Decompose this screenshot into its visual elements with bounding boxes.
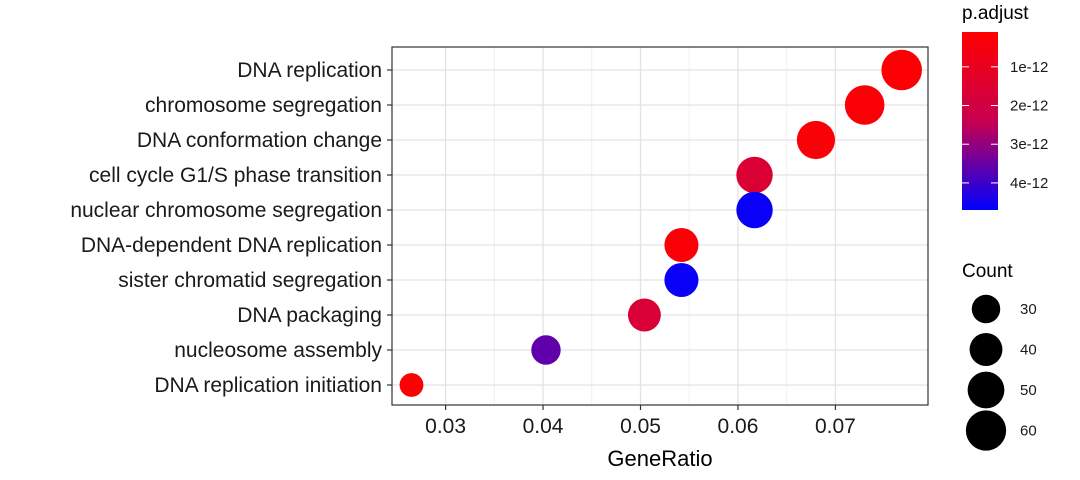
y-tick-label: DNA-dependent DNA replication (81, 234, 382, 257)
size-legend-circle (965, 410, 1007, 451)
y-tick-label: DNA replication initiation (154, 374, 382, 397)
size-legend: Count 30 40 50 60 (962, 261, 1037, 451)
data-point (844, 85, 885, 125)
data-point (664, 262, 699, 298)
y-tick-label: chromosome segregation (145, 94, 382, 117)
x-axis-title: GeneRatio (607, 446, 712, 471)
size-legend-label: 30 (1020, 301, 1037, 318)
data-point (664, 227, 699, 263)
x-tick-label: 0.04 (523, 415, 564, 438)
size-legend-title: Count (962, 261, 1013, 282)
color-legend-ticks: 1e-12 2e-12 3e-12 4e-12 (962, 59, 1048, 192)
y-tick-label: sister chromatid segregation (118, 269, 382, 292)
size-legend-label: 40 (1020, 342, 1037, 359)
color-legend-label: 4e-12 (1010, 175, 1048, 192)
size-legend-circle (969, 333, 1003, 366)
size-legend-label: 50 (1020, 382, 1037, 399)
color-legend: p.adjust 1e-12 2e-12 3e-12 4e-12 (962, 3, 1048, 210)
size-legend-circle (971, 294, 1001, 324)
grid-lines (392, 47, 928, 405)
plot-border (391, 46, 929, 406)
x-tick-label: 0.07 (815, 415, 856, 438)
color-legend-bar (962, 32, 998, 210)
data-point (796, 120, 836, 160)
x-tick-label: 0.05 (620, 415, 661, 438)
data-point (736, 156, 773, 194)
y-tick-label: DNA replication (237, 59, 382, 82)
data-point (627, 298, 661, 332)
data-point (399, 373, 424, 397)
y-tick-label: nuclear chromosome segregation (70, 199, 382, 222)
color-legend-label: 3e-12 (1010, 136, 1048, 153)
y-tick-label: DNA packaging (237, 304, 382, 327)
data-point (531, 335, 561, 365)
color-legend-label: 1e-12 (1010, 59, 1048, 76)
x-tick-label: 0.06 (718, 415, 759, 438)
plot-panel (392, 47, 928, 405)
x-axis: 0.03 0.04 0.05 0.06 0.07 (425, 405, 856, 438)
size-legend-items: 30 40 50 60 (965, 294, 1037, 451)
data-points (399, 49, 922, 397)
data-point (736, 191, 773, 229)
y-tick-label: nucleosome assembly (174, 339, 382, 362)
size-legend-label: 60 (1020, 423, 1037, 440)
y-axis: DNA replication chromosome segregation DNA… (70, 59, 392, 397)
size-legend-circle (967, 371, 1005, 409)
x-tick-label: 0.03 (425, 415, 466, 438)
color-legend-label: 2e-12 (1010, 98, 1048, 115)
data-point (881, 49, 922, 91)
color-legend-title: p.adjust (962, 3, 1029, 24)
y-tick-label: cell cycle G1/S phase transition (89, 164, 382, 187)
y-tick-label: DNA conformation change (137, 129, 382, 152)
